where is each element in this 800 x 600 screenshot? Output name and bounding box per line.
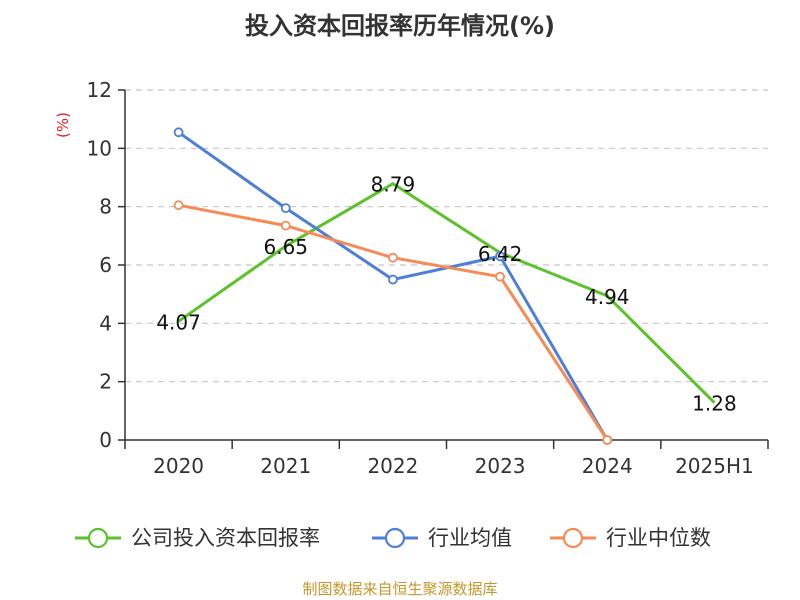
legend-item-label: 公司投入资本回报率 <box>131 526 320 550</box>
data-point <box>173 200 184 211</box>
data-point <box>388 274 398 285</box>
x-tick-label: 2021 <box>260 454 311 478</box>
legend: 公司投入资本回报率 行业均值 行业中位数 <box>75 526 711 550</box>
chart-title: 投入资本回报率历年情况(%) <box>245 12 555 40</box>
data-label: 4.94 <box>585 285 630 309</box>
x-tick-label: 2023 <box>475 454 526 478</box>
series-line <box>178 203 609 441</box>
legend-swatch-marker <box>384 527 406 549</box>
x-tick-label: 2020 <box>153 454 204 478</box>
y-tick-label: 4 <box>99 311 112 335</box>
series-line <box>177 182 716 404</box>
data-point <box>173 127 184 138</box>
x-tick-label: 2022 <box>367 454 418 478</box>
y-tick-label: 8 <box>99 195 112 219</box>
data-point <box>280 220 291 231</box>
data-point <box>602 435 613 445</box>
y-axis-unit: (%) <box>54 112 72 138</box>
legend-swatch-marker <box>562 527 584 549</box>
series-lines <box>173 127 716 445</box>
data-point <box>495 271 505 282</box>
grid-lines <box>125 89 768 383</box>
data-label: 4.07 <box>156 310 201 334</box>
data-labels: 4.07 6.65 8.79 6.42 4.94 1.28 <box>156 173 736 416</box>
data-point <box>388 252 398 263</box>
legend-swatch-marker <box>87 527 109 549</box>
legend-item-label: 行业均值 <box>428 526 512 550</box>
y-tick-label: 0 <box>99 428 112 452</box>
y-tick-label: 6 <box>99 253 112 277</box>
data-label: 8.79 <box>371 173 416 197</box>
data-point <box>280 203 291 214</box>
data-label: 6.42 <box>478 242 523 266</box>
x-tick-label: 2024 <box>582 454 633 478</box>
y-tick-label: 2 <box>99 370 112 394</box>
axes: 0 2 4 6 8 10 12 2020 2021 2022 2023 2024 2025H1 (%) <box>54 78 769 478</box>
data-point <box>495 251 505 262</box>
data-label: 6.65 <box>263 235 308 259</box>
legend-item-label: 行业中位数 <box>606 526 711 550</box>
y-tick-label: 10 <box>87 136 112 160</box>
footer-source: 制图数据来自恒生聚源数据库 <box>302 580 498 598</box>
data-label: 1.28 <box>692 392 737 416</box>
x-tick-label: 2025H1 <box>675 454 754 478</box>
y-tick-label: 12 <box>87 78 112 102</box>
